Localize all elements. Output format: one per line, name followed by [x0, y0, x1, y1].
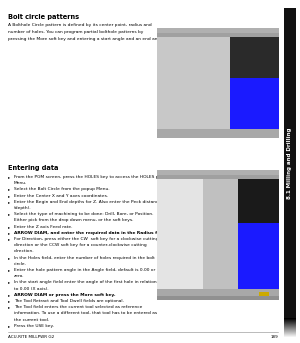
Bar	[203, 179, 238, 289]
Bar	[157, 170, 279, 300]
Text: The Tool Retract and Tool Dwell fields are optional.: The Tool Retract and Tool Dwell fields a…	[14, 299, 124, 303]
Text: 189: 189	[270, 335, 278, 339]
Bar	[284, 326, 296, 328]
Bar	[157, 179, 203, 289]
Bar	[157, 28, 279, 33]
Bar	[284, 335, 296, 336]
Bar	[157, 28, 279, 138]
Bar	[284, 329, 296, 331]
Bar	[284, 318, 296, 319]
Text: For Direction, press either the CW  soft key for a clockwise cutting: For Direction, press either the CW soft …	[14, 237, 158, 241]
Text: ARROW DIAM or press the More soft key.: ARROW DIAM or press the More soft key.	[14, 293, 116, 297]
Text: ▸: ▸	[8, 268, 10, 272]
Text: Enter the Z axis Feed rate.: Enter the Z axis Feed rate.	[14, 225, 73, 228]
Bar	[284, 328, 296, 330]
Text: direction or the CCW soft key for a counter-clockwise cutting: direction or the CCW soft key for a coun…	[14, 243, 147, 247]
Bar	[284, 336, 296, 338]
Text: 8.1 Milling and Drilling: 8.1 Milling and Drilling	[287, 127, 292, 199]
Bar	[284, 325, 296, 327]
Text: From the PGM screen, press the HOLES key to access the HOLES popup: From the PGM screen, press the HOLES key…	[14, 175, 169, 179]
Text: ▸: ▸	[8, 299, 10, 303]
Text: ▸: ▸	[8, 225, 10, 228]
Bar	[157, 33, 279, 37]
Text: ACU-RITE MILLPWR G2: ACU-RITE MILLPWR G2	[8, 335, 54, 339]
Text: (depth).: (depth).	[14, 206, 32, 210]
Text: ▸: ▸	[8, 237, 10, 241]
Text: ▸: ▸	[8, 280, 10, 284]
Text: Select the Bolt Circle from the popup Menu.: Select the Bolt Circle from the popup Me…	[14, 187, 110, 191]
Bar	[157, 129, 279, 138]
Bar	[284, 322, 296, 323]
Bar	[284, 319, 296, 320]
Text: ▸: ▸	[8, 293, 10, 297]
Text: pressing the More soft key and entering a start angle and an end angle.: pressing the More soft key and entering …	[8, 37, 166, 41]
Text: Press the USE key.: Press the USE key.	[14, 324, 54, 328]
Text: ▸: ▸	[8, 175, 10, 179]
Text: Enter the Begin and End depths for Z. Also enter the Peck distance: Enter the Begin and End depths for Z. Al…	[14, 200, 161, 204]
Text: ▸: ▸	[8, 324, 10, 328]
Text: Enter the hole pattern angle in the Angle field, default is 0.00 or: Enter the hole pattern angle in the Angl…	[14, 268, 155, 272]
Bar	[230, 79, 279, 129]
Text: to 0.00 (X axis).: to 0.00 (X axis).	[14, 287, 49, 291]
Bar	[284, 327, 296, 329]
Bar	[284, 8, 296, 318]
Text: ▸: ▸	[8, 231, 10, 235]
Bar	[284, 331, 296, 332]
Text: Either pick from the drop down menu, or the soft keys.: Either pick from the drop down menu, or …	[14, 218, 134, 222]
Text: circle.: circle.	[14, 262, 27, 266]
Bar	[284, 320, 296, 321]
Text: In the Holes field, enter the number of holes required in the bolt: In the Holes field, enter the number of …	[14, 256, 155, 260]
Text: information. To use a different tool, that tool has to be entered as: information. To use a different tool, th…	[14, 311, 157, 316]
Bar	[284, 330, 296, 331]
Text: ▸: ▸	[8, 212, 10, 216]
Text: number of holes. You can program partial bolthole patterns by: number of holes. You can program partial…	[8, 30, 143, 34]
Bar	[284, 334, 296, 335]
Bar	[157, 175, 279, 179]
Text: A Bolthole Circle pattern is defined by its center point, radius and: A Bolthole Circle pattern is defined by …	[8, 23, 152, 27]
Text: ▸: ▸	[8, 256, 10, 260]
Text: Entering data: Entering data	[8, 165, 59, 171]
Bar	[157, 170, 279, 175]
Text: Select the type of machining to be done: Drill, Bore, or Position.: Select the type of machining to be done:…	[14, 212, 154, 216]
Text: Enter the Center X and Y axes coordinates.: Enter the Center X and Y axes coordinate…	[14, 193, 108, 198]
Text: ▸: ▸	[8, 193, 10, 198]
Bar	[157, 37, 230, 129]
Bar	[238, 223, 279, 289]
Text: the current tool.: the current tool.	[14, 318, 49, 322]
Text: ▸: ▸	[8, 200, 10, 204]
Bar	[284, 324, 296, 326]
Text: ARROW DIAM, and enter the required data in the Radius field.: ARROW DIAM, and enter the required data …	[14, 231, 168, 235]
Text: Menu.: Menu.	[14, 181, 27, 185]
Bar	[157, 289, 279, 296]
Bar	[284, 321, 296, 322]
Text: Bolt circle patterns: Bolt circle patterns	[8, 14, 79, 20]
Text: direction.: direction.	[14, 249, 34, 253]
Bar	[230, 37, 279, 79]
Bar	[259, 292, 269, 296]
Bar	[284, 332, 296, 333]
Text: ▸: ▸	[8, 187, 10, 191]
Text: zero.: zero.	[14, 274, 25, 278]
Bar	[284, 323, 296, 324]
Text: In the start angle field enter the angle of the first hole in relationship: In the start angle field enter the angle…	[14, 280, 166, 284]
Bar	[284, 337, 296, 339]
Text: ▸: ▸	[8, 305, 10, 309]
Text: The Tool field enters the current tool selected as reference: The Tool field enters the current tool s…	[14, 305, 142, 309]
Bar	[284, 333, 296, 334]
Bar	[238, 179, 279, 223]
